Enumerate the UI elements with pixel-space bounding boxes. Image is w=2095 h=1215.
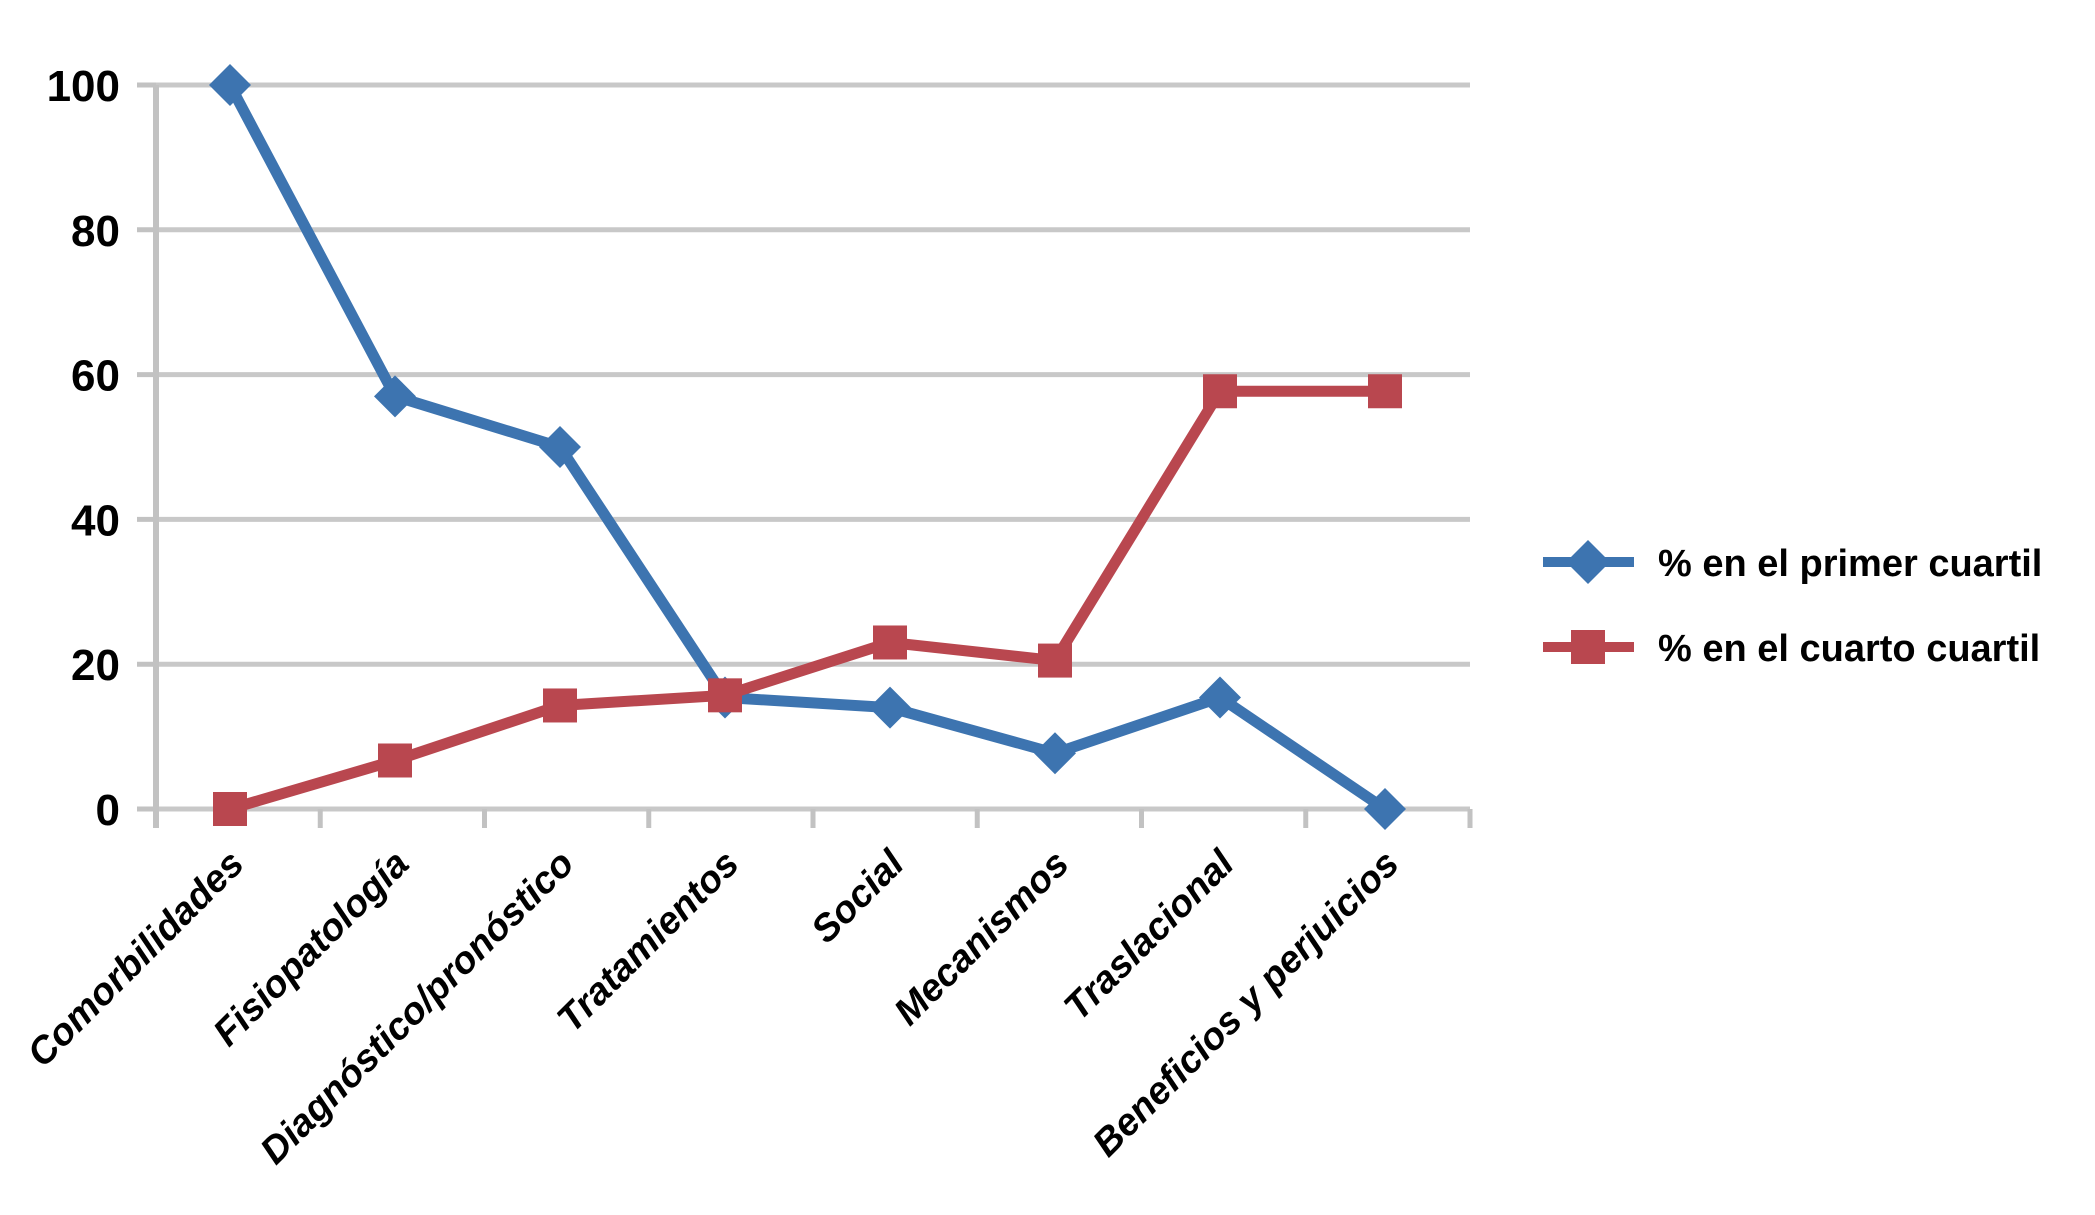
data-point-marker: [1368, 374, 1402, 409]
x-category-label: Mecanismos: [886, 843, 1077, 1034]
gridlines: [156, 82, 1470, 812]
series-line: [224, 79, 1391, 815]
data-point-marker: [1364, 788, 1406, 830]
legend-label-cuarto-cuartil: % en el cuarto cuartil: [1658, 628, 2040, 670]
data-point-marker: [708, 678, 742, 713]
legend-label-primer-cuartil: % en el primer cuartil: [1658, 543, 2042, 585]
data-point-marker: [539, 426, 581, 468]
legend: % en el primer cuartil % en el cuarto cu…: [1543, 540, 2042, 670]
data-point-marker: [374, 375, 416, 418]
series-cuarto-cuartil: [213, 374, 1402, 826]
data-point-marker: [213, 792, 247, 826]
data-point-marker: [1203, 374, 1237, 409]
x-category-label: Comorbilidades: [20, 843, 253, 1076]
diamond-icon: [1566, 540, 1610, 584]
axes: [137, 82, 1473, 828]
data-point-marker: [1199, 676, 1241, 719]
data-point-marker: [873, 625, 907, 660]
data-point-marker: [869, 686, 911, 729]
y-tick-label: 20: [71, 641, 120, 690]
y-tick-label: 40: [71, 496, 120, 545]
data-point-marker: [1034, 732, 1076, 775]
series-line: [224, 385, 1391, 815]
data-point-marker: [378, 743, 412, 778]
legend-item-cuarto-cuartil: % en el cuarto cuartil: [1543, 628, 2040, 670]
x-category-label: Social: [804, 842, 914, 952]
data-point-marker: [209, 64, 251, 106]
x-category-label: Traslacional: [1056, 842, 1243, 1029]
y-tick-label: 0: [96, 786, 120, 835]
y-tick-label: 80: [71, 207, 120, 256]
square-icon: [1571, 630, 1605, 664]
y-tick-label: 60: [71, 352, 120, 401]
data-point-marker: [543, 688, 577, 723]
x-category-label: Diagnóstico/pronóstico: [253, 843, 583, 1173]
data-point-marker: [1038, 643, 1072, 678]
x-axis-labels: ComorbilidadesFisiopatologíaDiagnóstico/…: [20, 842, 1408, 1173]
y-tick-label: 100: [47, 62, 120, 111]
y-axis-labels: 0 20 40 60 80 100: [47, 62, 120, 835]
x-category-label: Beneficios y perjuicios: [1085, 843, 1407, 1165]
series-primer-cuartil: [209, 64, 1406, 830]
legend-item-primer-cuartil: % en el primer cuartil: [1543, 540, 2042, 585]
series-layer: [209, 64, 1406, 830]
